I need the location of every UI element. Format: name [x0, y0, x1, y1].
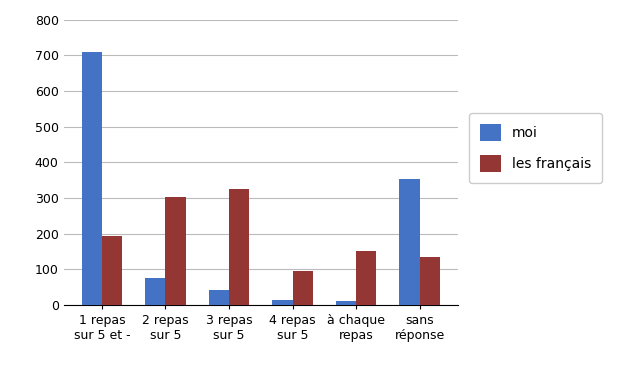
Bar	[356, 251, 377, 305]
Bar	[102, 237, 122, 305]
Bar	[293, 271, 313, 305]
Bar	[145, 278, 165, 305]
Bar	[272, 300, 293, 305]
Legend: moi, les français: moi, les français	[469, 113, 602, 183]
Bar	[399, 179, 420, 305]
Bar	[81, 52, 102, 305]
Bar	[209, 290, 229, 305]
Bar	[229, 189, 249, 305]
Bar	[165, 197, 186, 305]
Bar	[420, 257, 440, 305]
Bar	[336, 301, 356, 305]
